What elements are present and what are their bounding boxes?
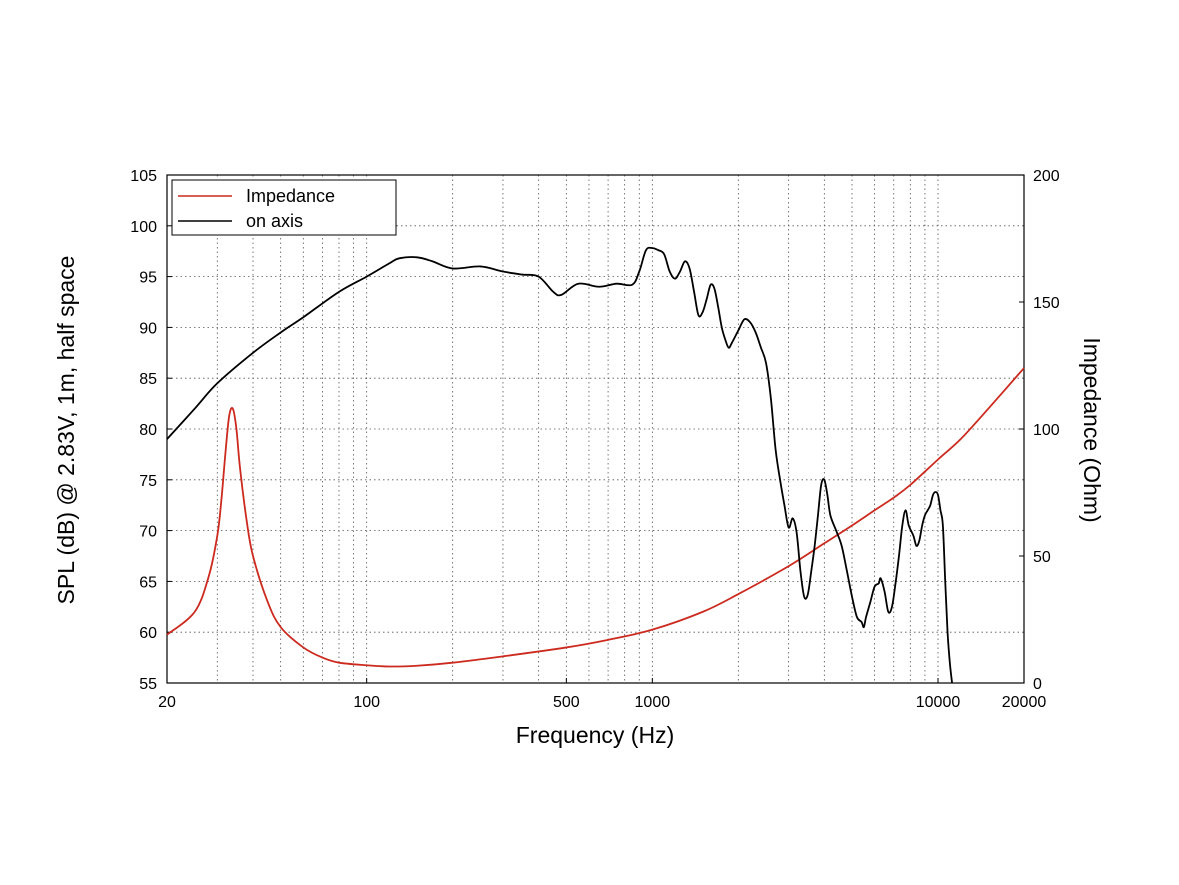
x-tick-label: 20000 bbox=[1002, 694, 1047, 711]
x-tick-label: 500 bbox=[553, 694, 580, 711]
y2-tick-label: 50 bbox=[1033, 549, 1051, 566]
grid-lines bbox=[167, 175, 1024, 683]
y-tick-label: 65 bbox=[139, 574, 157, 591]
y-tick-label: 60 bbox=[139, 625, 157, 642]
x-tick-label: 1000 bbox=[635, 694, 671, 711]
y2-tick-label: 100 bbox=[1033, 422, 1060, 439]
legend-label-impedance: Impedance bbox=[246, 186, 335, 206]
y-tick-label: 55 bbox=[139, 676, 157, 693]
legend-box bbox=[171, 179, 397, 236]
tick-labels: 20 100 500 1000 10000 20000556065707580859095… bbox=[130, 168, 1060, 711]
x-tick-label: 10000 bbox=[916, 694, 961, 711]
x-tick-label: 100 bbox=[353, 694, 380, 711]
series-line-impedance bbox=[166, 367, 1025, 668]
data-series bbox=[166, 246, 1025, 684]
y2-tick-label: 0 bbox=[1033, 676, 1042, 693]
x-tick-label: 20 bbox=[158, 694, 176, 711]
y-tick-label: 80 bbox=[139, 422, 157, 439]
legend: Impedance on axis bbox=[171, 179, 397, 236]
series-line-on-axis bbox=[166, 246, 953, 684]
y-axis-title: SPL (dB) @ 2.83V, 1m, half space bbox=[53, 256, 79, 605]
y2-axis-title: Impedance (Ohm) bbox=[1079, 337, 1105, 522]
x-axis-title: Frequency (Hz) bbox=[516, 722, 674, 748]
legend-label-on-axis: on axis bbox=[246, 211, 303, 231]
y-tick-label: 70 bbox=[139, 524, 157, 541]
y2-tick-label: 150 bbox=[1033, 295, 1060, 312]
y-tick-label: 85 bbox=[139, 371, 157, 388]
y-tick-label: 95 bbox=[139, 270, 157, 287]
y-tick-label: 105 bbox=[130, 168, 157, 185]
y-tick-label: 90 bbox=[139, 320, 157, 337]
y-tick-label: 100 bbox=[130, 219, 157, 236]
y2-tick-label: 200 bbox=[1033, 168, 1060, 185]
y-tick-label: 75 bbox=[139, 473, 157, 490]
